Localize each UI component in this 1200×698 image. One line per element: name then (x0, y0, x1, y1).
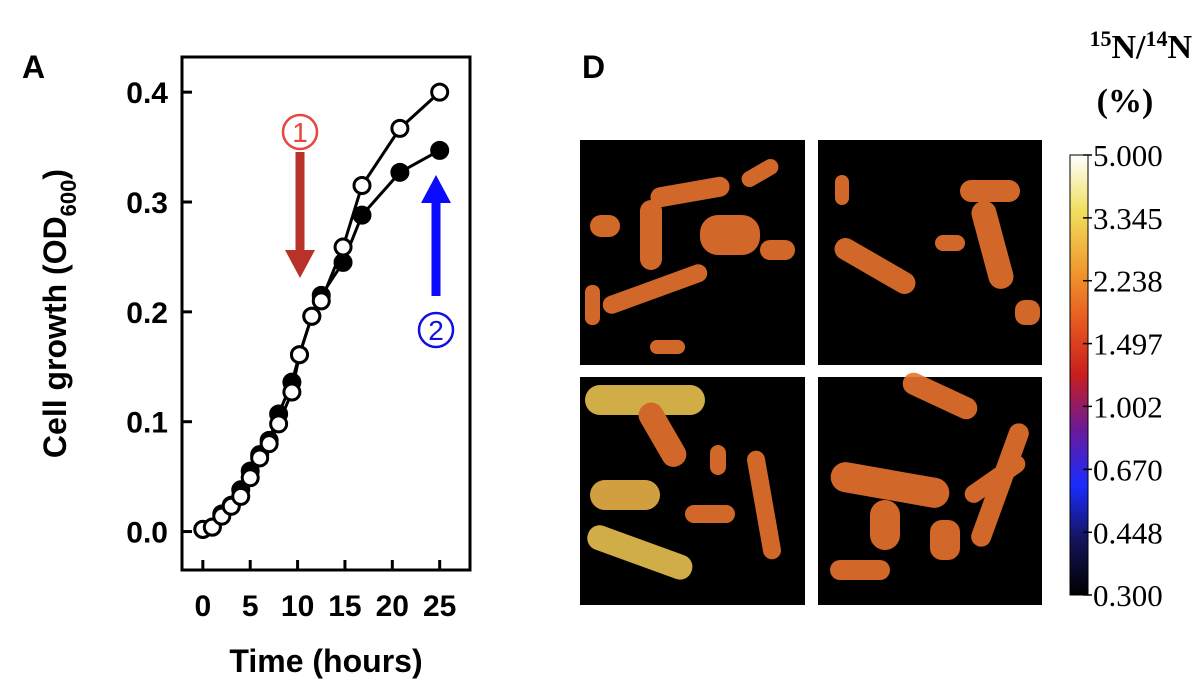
annotation-arrow-head (421, 175, 451, 203)
colorbar-title-sup: 15 (1089, 26, 1111, 51)
colorbar-tick-label: 2.238 (1093, 264, 1163, 299)
y-axis-label-text: Cell growth (OD (37, 216, 73, 458)
colorbar-title-base: N/ (1111, 29, 1146, 66)
colorbar-tick-label: 0.448 (1093, 515, 1163, 550)
annotation-label: 1 (292, 117, 308, 148)
colorbar-title: 15N/14N (1089, 26, 1192, 66)
data-point (302, 306, 322, 326)
image-tiles (580, 140, 1042, 605)
y-tick-label: 0.0 (126, 517, 168, 550)
y-axis-label: Cell growth (OD600) (37, 169, 81, 458)
data-point (430, 82, 450, 102)
plot-frame (180, 55, 472, 572)
data-point (333, 237, 353, 257)
colorbar-title-sup: 14 (1145, 26, 1167, 51)
y-tick-label: 0.3 (126, 187, 168, 220)
y-tick-label: 0.2 (126, 297, 168, 330)
data-point (430, 140, 450, 160)
annotation-label: 2 (428, 315, 444, 346)
data-point (282, 382, 302, 402)
series-line (202, 149, 441, 531)
x-axis-label: Time (hours) (229, 643, 422, 679)
data-point (390, 162, 410, 182)
x-tick-label: 10 (281, 590, 314, 623)
colorbar (1069, 154, 1089, 596)
colorbar-tick-label: 0.300 (1093, 578, 1163, 613)
annotation-circle (281, 113, 319, 151)
data-point (269, 414, 289, 434)
y-axis-label-subscript: 600 (56, 180, 81, 217)
data-point (289, 345, 309, 365)
data-point (231, 486, 251, 506)
y-axis-label-suffix: ) (37, 169, 73, 180)
data-point (311, 291, 331, 311)
data-point (259, 434, 279, 454)
data-point (240, 468, 260, 488)
panel-label: D (582, 49, 605, 85)
series-line (202, 91, 441, 531)
data-point (250, 448, 270, 468)
x-tick-label: 5 (242, 590, 259, 623)
x-tick-label: 15 (328, 590, 361, 623)
colorbar-tick-label: 1.497 (1093, 327, 1163, 362)
colorbar-tick-label: 5.000 (1093, 138, 1163, 173)
data-point (390, 118, 410, 138)
colorbar-title-base: N (1167, 29, 1192, 66)
colorbar-tick-label: 0.670 (1093, 452, 1163, 487)
x-tick-label: 20 (376, 590, 409, 623)
x-tick-label: 25 (423, 590, 456, 623)
colorbar-title-line2: (%) (1097, 83, 1154, 120)
data-point (352, 205, 372, 225)
data-point (333, 252, 353, 272)
y-tick-label: 0.4 (126, 77, 168, 110)
colorbar-tick-label: 3.345 (1093, 201, 1163, 236)
annotation-arrow-head (285, 250, 315, 278)
panel-label: A (22, 49, 45, 85)
cells (585, 159, 1040, 580)
data-point (352, 176, 372, 196)
annotation-circle (417, 311, 455, 349)
y-tick-label: 0.1 (126, 407, 168, 440)
colorbar-tick-label: 1.002 (1093, 389, 1163, 424)
x-tick-label: 0 (194, 590, 211, 623)
